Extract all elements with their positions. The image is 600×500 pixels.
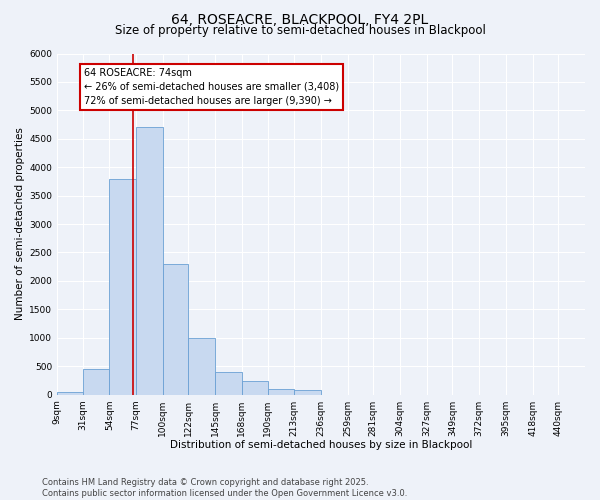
X-axis label: Distribution of semi-detached houses by size in Blackpool: Distribution of semi-detached houses by …	[170, 440, 472, 450]
Bar	[242, 381, 268, 394]
Text: 64 ROSEACRE: 74sqm
← 26% of semi-detached houses are smaller (3,408)
72% of semi: 64 ROSEACRE: 74sqm ← 26% of semi-detache…	[84, 68, 339, 106]
Bar	[83, 369, 109, 394]
Text: 64, ROSEACRE, BLACKPOOL, FY4 2PL: 64, ROSEACRE, BLACKPOOL, FY4 2PL	[172, 12, 428, 26]
Y-axis label: Number of semi-detached properties: Number of semi-detached properties	[15, 128, 25, 320]
Bar	[294, 390, 321, 394]
Bar	[109, 178, 136, 394]
Bar	[163, 264, 188, 394]
Text: Contains HM Land Registry data © Crown copyright and database right 2025.
Contai: Contains HM Land Registry data © Crown c…	[42, 478, 407, 498]
Bar	[188, 338, 215, 394]
Bar	[268, 389, 294, 394]
Bar	[57, 392, 83, 394]
Bar	[215, 372, 242, 394]
Text: Size of property relative to semi-detached houses in Blackpool: Size of property relative to semi-detach…	[115, 24, 485, 37]
Bar	[136, 128, 163, 394]
